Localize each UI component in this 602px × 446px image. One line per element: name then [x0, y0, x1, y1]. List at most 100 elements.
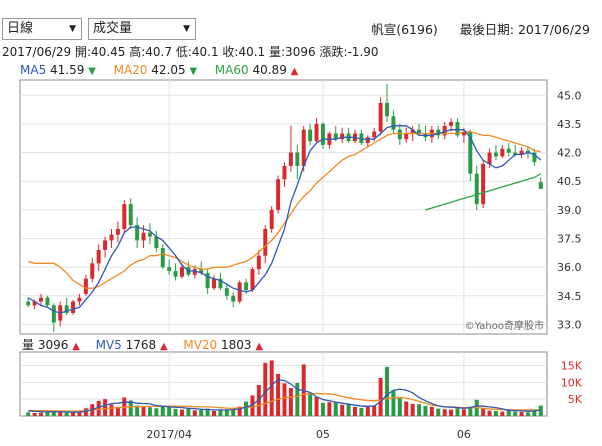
volume-bar [71, 412, 76, 416]
volume-bar [160, 405, 165, 416]
volume-bar [179, 409, 184, 416]
candle-body [135, 225, 140, 241]
ma5-legend: MA5 41.59 ▼ [20, 63, 100, 77]
volume-bar [58, 411, 63, 416]
volume-bar [372, 405, 377, 416]
price-tick-label: 36.0 [557, 261, 582, 274]
candle-body [365, 137, 370, 144]
candle-body [385, 102, 390, 117]
date-tick-label: 05 [316, 428, 330, 441]
volume-bar [199, 409, 204, 416]
candle-body [199, 269, 204, 273]
price-tick-label: 43.5 [557, 118, 582, 131]
volume-bar [256, 385, 261, 416]
volume-bar [135, 405, 140, 416]
volume-bar [468, 406, 473, 416]
candle-body [301, 129, 306, 166]
grid-lines [20, 80, 547, 416]
candle-body [109, 234, 114, 241]
volume-bar [205, 408, 210, 416]
candle-body [525, 150, 530, 153]
candle-body [154, 236, 159, 249]
last-date: 最後日期: 2017/06/29 [459, 22, 590, 37]
candle-body [314, 123, 319, 142]
candle-body [506, 148, 511, 153]
vol-trend-up-icon: ▲ [72, 341, 80, 352]
volume-bar [231, 408, 236, 416]
volume-bar [51, 410, 56, 416]
candle-body [532, 152, 537, 163]
candle-body [308, 129, 313, 142]
candle-body [333, 133, 338, 140]
watermark: ©Yahoo奇摩股市 [465, 319, 544, 332]
volume-bar [378, 377, 383, 416]
candle-body [212, 278, 217, 289]
date-tick-label: 06 [457, 428, 471, 441]
candle-body [449, 122, 454, 126]
candle-body [410, 129, 415, 134]
candle-body [461, 131, 466, 136]
chevron-down-icon: ▼ [183, 24, 190, 34]
volume-bar [429, 406, 434, 416]
quote-high: 高:40.7 [129, 45, 172, 59]
volume-bar [320, 402, 325, 416]
ma20-label: MA20 [113, 63, 148, 77]
mv5-trend-up-icon: ▲ [159, 341, 168, 352]
volume-bar [154, 408, 159, 416]
indicator-select[interactable]: 成交量 ▼ [88, 18, 196, 40]
candle-body [218, 278, 223, 289]
ma20-value: 42.05 [151, 63, 186, 77]
ma5-value: 41.59 [50, 63, 85, 77]
quote-close: 收:40.1 [222, 45, 266, 59]
volume-bar [346, 404, 351, 416]
volume-bar [461, 409, 466, 416]
volume-bar [436, 408, 441, 416]
candle-body [147, 232, 152, 237]
candles [26, 83, 543, 333]
volume-bar [365, 405, 370, 416]
volume-bar [269, 360, 274, 416]
volume-bar [167, 406, 172, 416]
period-select[interactable]: 日線 ▼ [2, 18, 82, 40]
mv5-label: MV5 [95, 338, 122, 352]
vol-value: 3096 [37, 338, 69, 352]
volume-bar [250, 395, 255, 416]
volume-bar [308, 393, 313, 416]
volume-bar [192, 410, 197, 416]
volume-tick-label: 10K [561, 376, 583, 389]
candle-body [359, 133, 364, 144]
price-tick-label: 37.5 [557, 233, 582, 246]
candle-body [115, 228, 120, 235]
volume-bar [423, 405, 428, 416]
candle-body [493, 152, 498, 157]
candle-body [436, 129, 441, 136]
volume-bar [141, 406, 146, 416]
volume-bar [276, 373, 281, 416]
indicator-select-value: 成交量 [93, 21, 133, 36]
volume-bar [359, 407, 364, 416]
candle-body [474, 173, 479, 205]
volume-bar [282, 383, 287, 416]
price-tick-label: 34.5 [557, 290, 582, 303]
ma60-value: 40.89 [252, 63, 287, 77]
volume-bar [532, 411, 537, 416]
candle-body [276, 179, 281, 210]
candle-body [372, 131, 377, 138]
candle-body [64, 305, 69, 313]
ma60-trend-up-icon: ▲ [290, 66, 299, 77]
date-axis: 2017/04 05 06 [146, 428, 471, 441]
price-axis: 45.0 43.5 42.0 40.5 39.0 37.5 36.0 34.5 33.0 [557, 89, 582, 331]
volume-bar [455, 408, 460, 416]
candle-body [167, 267, 172, 271]
volume-bar [487, 410, 492, 416]
candle-body [391, 116, 396, 130]
volume-bar [237, 406, 242, 416]
candle-body [468, 131, 473, 174]
candle-body [455, 122, 460, 136]
volume-bar [115, 406, 120, 416]
candle-body [90, 263, 95, 279]
date-tick-label: 2017/04 [146, 428, 192, 441]
mv5-line [28, 378, 541, 413]
price-tick-label: 33.0 [557, 318, 582, 331]
volume-bar [385, 366, 390, 416]
